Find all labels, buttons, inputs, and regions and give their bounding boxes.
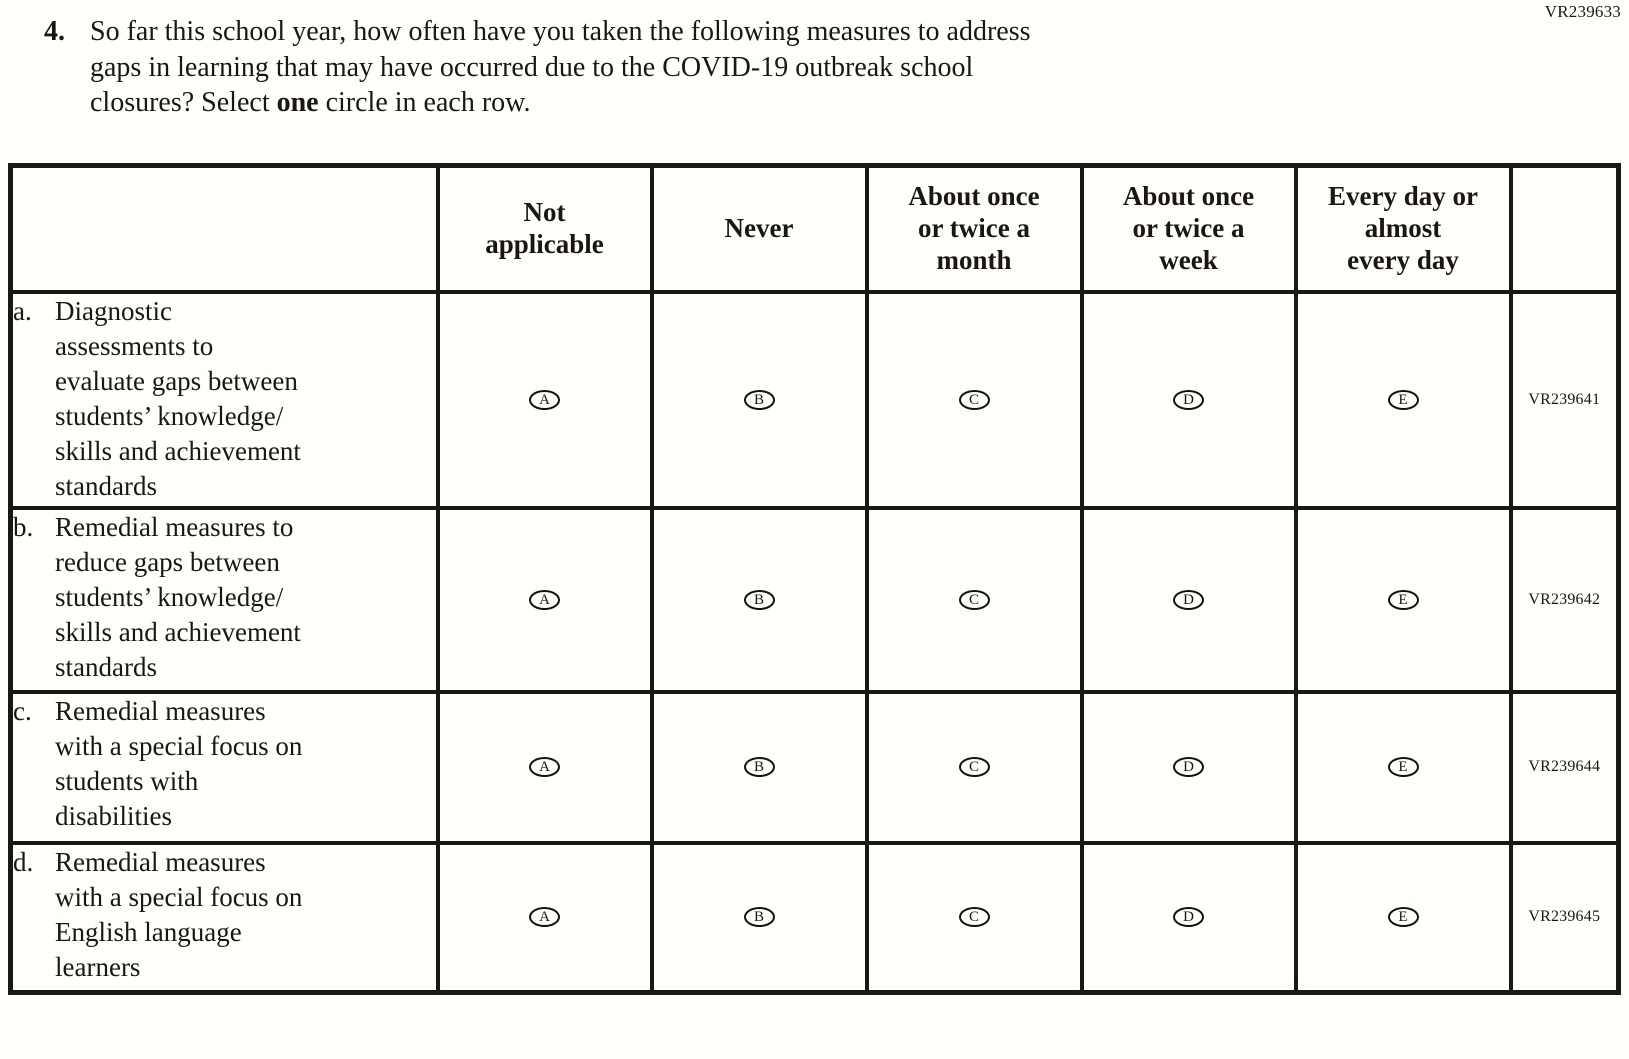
question-bold-word: one <box>276 87 319 119</box>
option-bubble[interactable]: D <box>1173 907 1204 928</box>
response-matrix: Not applicable Never About once or twice… <box>8 163 1621 995</box>
page-code: VR239633 <box>1544 2 1621 21</box>
option-cell: D <box>1079 505 1298 694</box>
row-label-column-header <box>8 163 440 294</box>
option-cell: B <box>649 505 869 694</box>
column-header-not-applicable: Not applicable <box>435 163 654 294</box>
option-bubble[interactable]: B <box>743 589 775 610</box>
option-cell: A <box>435 840 654 995</box>
option-bubble[interactable]: E <box>1387 389 1419 410</box>
row-label-cell: a. Diagnostic assessments to evaluate ga… <box>8 289 440 510</box>
option-bubble[interactable]: C <box>958 757 990 777</box>
option-cell: A <box>435 689 654 845</box>
option-cell: C <box>864 840 1084 995</box>
row-label-cell: d. Remedial measures with a special focu… <box>8 840 440 995</box>
table-row-d: d. Remedial measures with a special focu… <box>8 840 1621 995</box>
option-bubble[interactable]: C <box>958 589 990 610</box>
option-cell: B <box>649 689 869 845</box>
row-code: VR239644 <box>1508 689 1621 845</box>
option-bubble[interactable]: A <box>529 907 560 928</box>
option-bubble[interactable]: C <box>958 907 990 928</box>
option-bubble[interactable]: B <box>743 389 775 410</box>
option-bubble[interactable]: D <box>1173 589 1204 610</box>
option-bubble[interactable]: B <box>743 757 775 777</box>
option-bubble[interactable]: A <box>529 757 560 777</box>
row-label: Remedial measures with a special focus o… <box>55 695 303 831</box>
option-cell: E <box>1293 289 1513 510</box>
row-code: VR239645 <box>1508 840 1621 995</box>
table-row-b: b. Remedial measures to reduce gaps betw… <box>8 505 1621 694</box>
option-bubble[interactable]: C <box>958 389 990 410</box>
option-bubble[interactable]: A <box>529 589 560 610</box>
header-row: Not applicable Never About once or twice… <box>8 163 1621 294</box>
row-label: Diagnostic assessments to evaluate gaps … <box>55 295 301 501</box>
table-row-c: c. Remedial measures with a special focu… <box>8 689 1621 845</box>
row-letter: d. <box>13 846 34 877</box>
code-column-header <box>1508 163 1621 294</box>
option-cell: C <box>864 689 1084 845</box>
column-header-once-twice-week: About once or twice a week <box>1079 163 1298 294</box>
option-cell: D <box>1079 689 1298 845</box>
question-text-main: So far this school year, how often have … <box>90 16 1031 119</box>
option-cell: A <box>435 289 654 510</box>
question-block: 4. So far this school year, how often ha… <box>44 14 1544 121</box>
option-bubble[interactable]: B <box>743 907 775 928</box>
option-cell: B <box>649 289 869 510</box>
row-letter: b. <box>13 511 34 542</box>
option-bubble[interactable]: E <box>1387 589 1419 610</box>
question-text: So far this school year, how often have … <box>90 14 1031 121</box>
row-letter: c. <box>13 695 32 726</box>
question-number: 4. <box>44 16 65 47</box>
option-bubble[interactable]: D <box>1173 757 1204 777</box>
option-cell: D <box>1079 840 1298 995</box>
row-letter: a. <box>13 295 32 326</box>
table-row-a: a. Diagnostic assessments to evaluate ga… <box>8 289 1621 510</box>
question-text-after: circle in each row. <box>318 87 531 119</box>
row-label: Remedial measures to reduce gaps between… <box>55 511 301 682</box>
option-bubble[interactable]: E <box>1387 757 1419 777</box>
option-cell: E <box>1293 505 1513 694</box>
option-cell: B <box>649 840 869 995</box>
option-bubble[interactable]: E <box>1387 907 1419 928</box>
column-header-once-twice-month: About once or twice a month <box>864 163 1084 294</box>
option-cell: E <box>1293 840 1513 995</box>
row-code: VR239641 <box>1508 289 1621 510</box>
row-label-cell: b. Remedial measures to reduce gaps betw… <box>8 505 440 694</box>
row-label-cell: c. Remedial measures with a special focu… <box>8 689 440 845</box>
option-cell: E <box>1293 689 1513 845</box>
option-cell: D <box>1079 289 1298 510</box>
option-cell: A <box>435 505 654 694</box>
option-bubble[interactable]: D <box>1173 389 1204 410</box>
option-cell: C <box>864 505 1084 694</box>
row-code: VR239642 <box>1508 505 1621 694</box>
column-header-every-day: Every day or almost every day <box>1293 163 1513 294</box>
row-label: Remedial measures with a special focus o… <box>55 846 303 982</box>
column-header-never: Never <box>649 163 869 294</box>
option-bubble[interactable]: A <box>529 389 560 410</box>
option-cell: C <box>864 289 1084 510</box>
